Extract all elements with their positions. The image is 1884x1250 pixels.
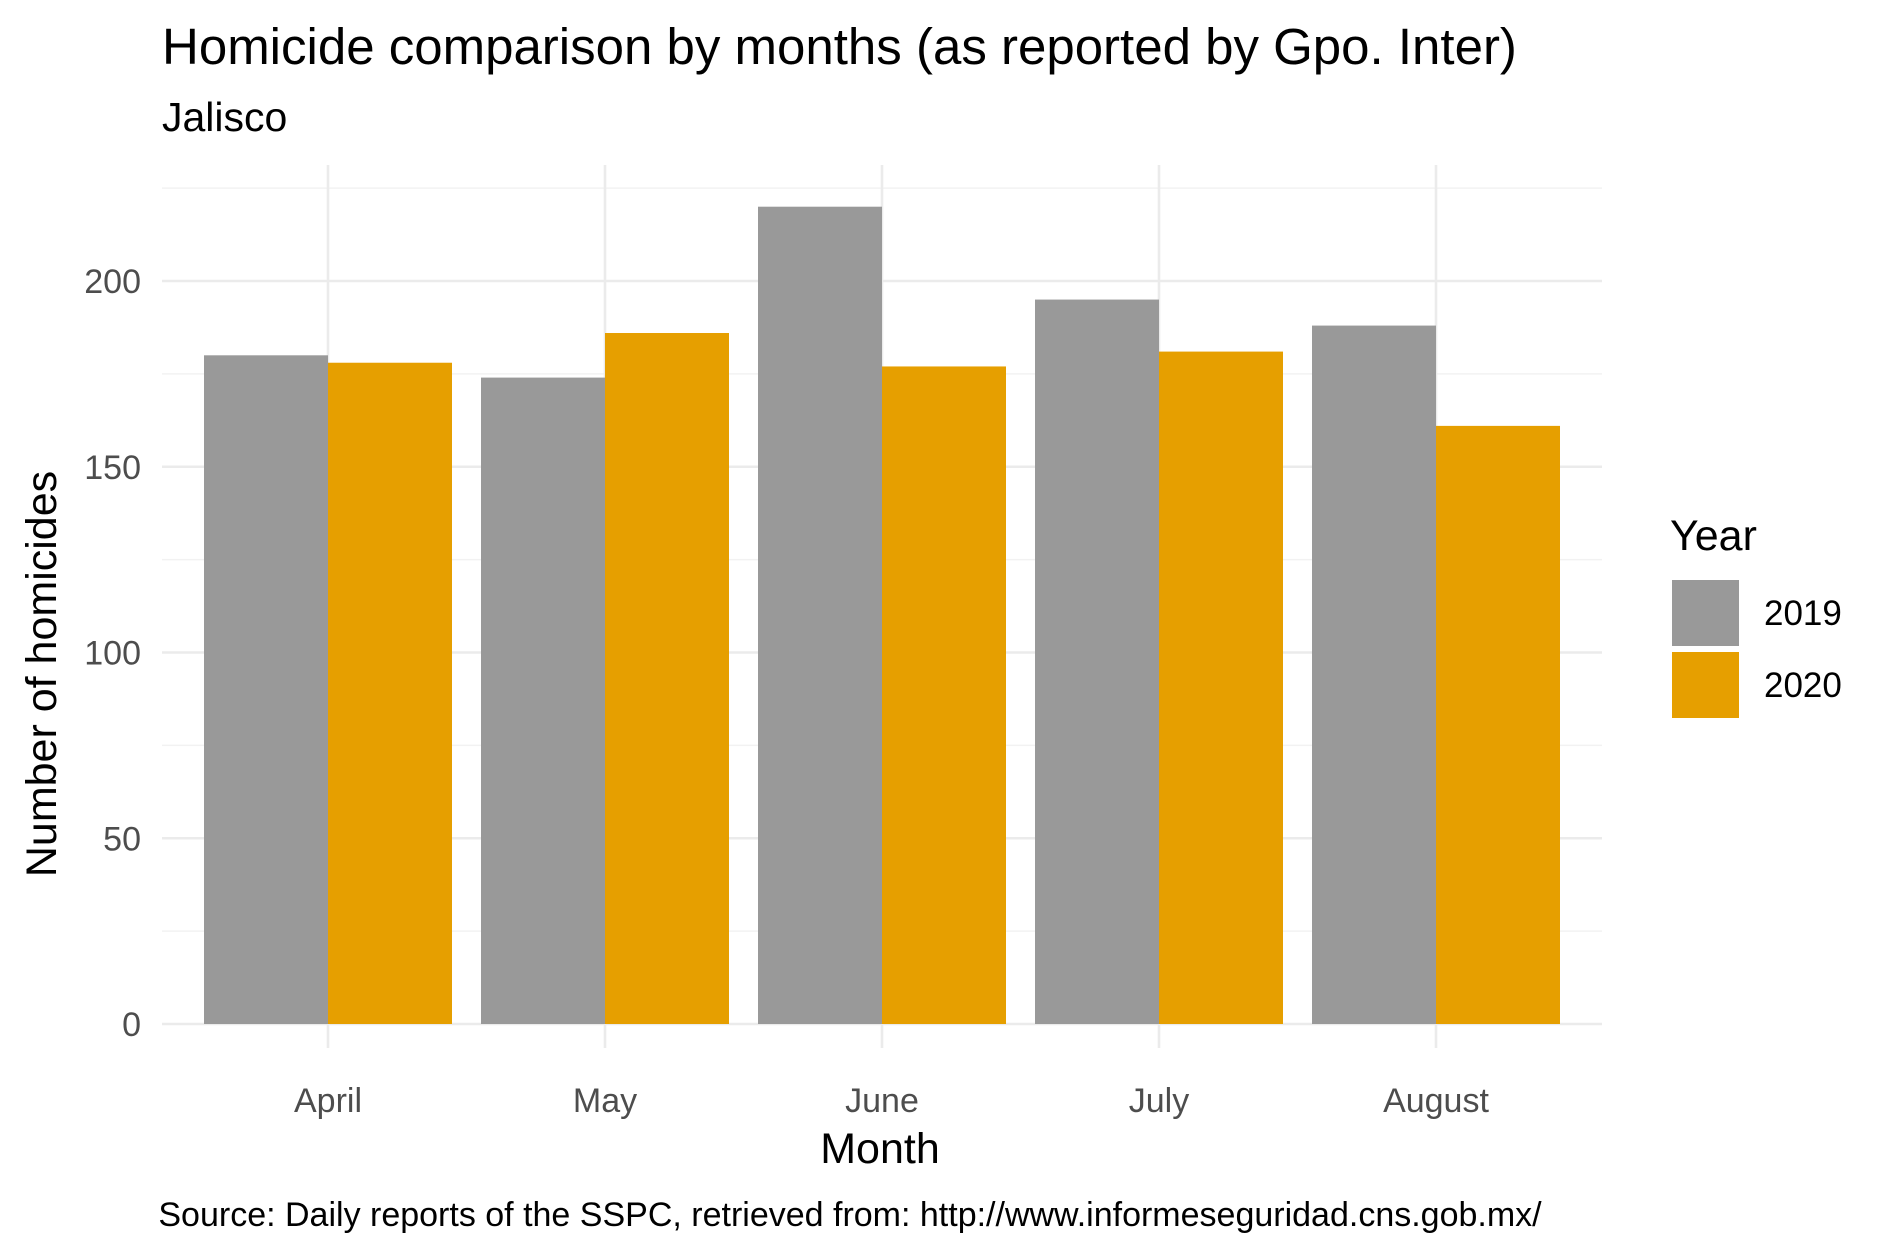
y-tick-label: 200	[84, 263, 141, 301]
bar-july-2020	[1159, 351, 1283, 1025]
legend-key-2020	[1672, 652, 1739, 718]
legend-label-2020: 2020	[1764, 666, 1842, 705]
x-axis-tick-labels: April May June July August	[294, 1082, 1489, 1120]
y-tick-label: 150	[84, 449, 141, 487]
chart-subtitle: Jalisco	[162, 94, 287, 140]
chart-title: Homicide comparison by months (as report…	[162, 18, 1517, 75]
x-tick-label: June	[845, 1082, 919, 1120]
bar-may-2019	[481, 377, 605, 1025]
bar-june-2020	[882, 366, 1006, 1024]
bar-august-2020	[1436, 425, 1560, 1024]
bar-april-2020	[328, 362, 452, 1025]
x-tick-label: August	[1383, 1082, 1489, 1120]
y-tick-label: 100	[84, 635, 141, 673]
bars	[204, 206, 1560, 1025]
y-axis-title: Number of homicides	[18, 471, 66, 877]
x-tick-label: July	[1129, 1082, 1189, 1120]
legend: Year 2019 2020	[1670, 512, 1842, 718]
legend-label-2019: 2019	[1764, 594, 1842, 633]
legend-key-2019	[1672, 580, 1739, 646]
y-tick-label: 0	[122, 1006, 141, 1044]
x-tick-label: May	[573, 1082, 637, 1120]
y-axis-tick-labels: 0 50 100 150 200	[84, 263, 141, 1044]
legend-title: Year	[1670, 512, 1757, 560]
chart-caption: Source: Daily reports of the SSPC, retri…	[158, 1196, 1542, 1234]
bar-august-2019	[1312, 325, 1436, 1025]
bar-may-2020	[605, 333, 729, 1024]
x-tick-label: April	[294, 1082, 362, 1120]
bar-june-2019	[758, 206, 882, 1024]
y-tick-label: 50	[103, 820, 141, 858]
bar-july-2019	[1035, 299, 1159, 1024]
bar-april-2019	[204, 355, 328, 1024]
x-axis-title: Month	[820, 1125, 940, 1173]
